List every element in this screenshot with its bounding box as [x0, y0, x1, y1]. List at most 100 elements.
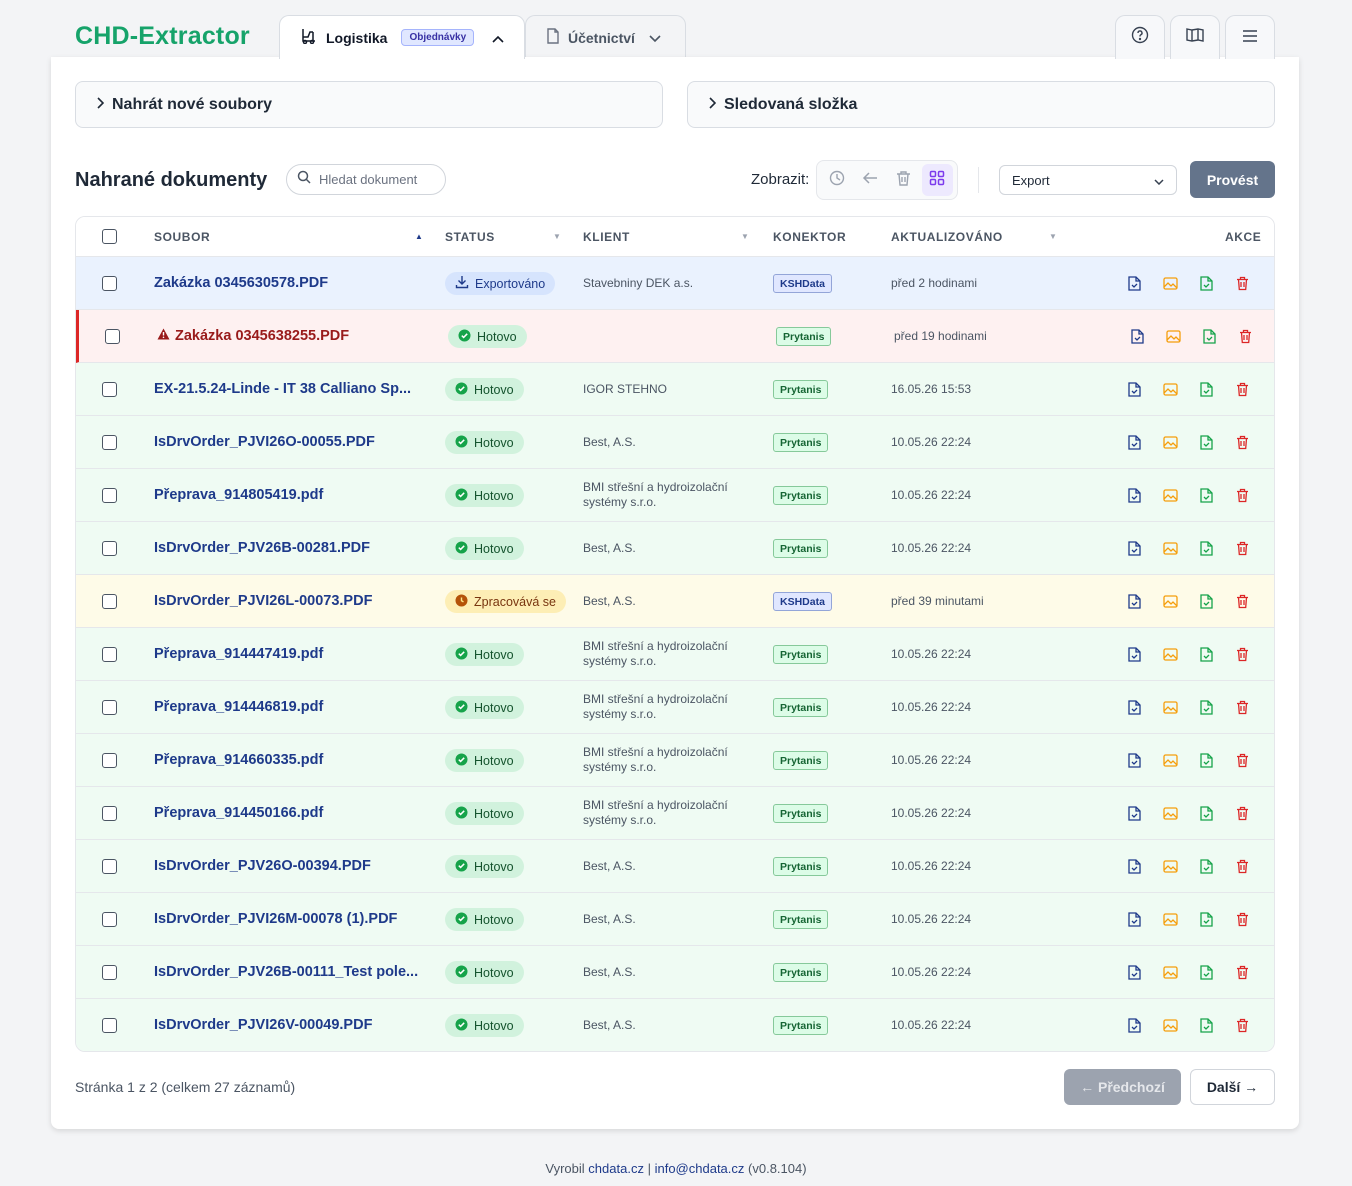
menu-button[interactable]: [1225, 15, 1275, 59]
view-document-icon[interactable]: [1126, 486, 1142, 504]
table-row[interactable]: Zakázka 0345638255.PDF Hotovo Prytanis před…: [76, 310, 1274, 363]
view-document-icon[interactable]: [1129, 327, 1145, 345]
header-file[interactable]: SOUBOR: [154, 230, 211, 244]
row-checkbox[interactable]: [102, 435, 117, 450]
table-row[interactable]: IsDrvOrder_PJVI26M-00078 (1).PDF Hotovo Be…: [76, 893, 1274, 946]
delete-icon[interactable]: [1234, 698, 1250, 716]
image-icon[interactable]: [1162, 751, 1178, 769]
row-checkbox[interactable]: [102, 1018, 117, 1033]
image-icon[interactable]: [1162, 1016, 1178, 1034]
export-document-icon[interactable]: [1198, 698, 1214, 716]
table-row[interactable]: IsDrvOrder_PJV26B-00111_Test pole.... Hot…: [76, 946, 1274, 999]
image-icon[interactable]: [1162, 698, 1178, 716]
search-input[interactable]: [319, 172, 437, 187]
export-document-icon[interactable]: [1201, 327, 1217, 345]
delete-icon[interactable]: [1234, 380, 1250, 398]
tab-ucetnictvi[interactable]: Účetnictví: [525, 15, 686, 59]
row-checkbox[interactable]: [102, 912, 117, 927]
header-client[interactable]: KLIENT: [583, 230, 630, 244]
delete-icon[interactable]: [1234, 433, 1250, 451]
image-icon[interactable]: [1162, 910, 1178, 928]
row-checkbox[interactable]: [102, 647, 117, 662]
export-document-icon[interactable]: [1198, 910, 1214, 928]
view-document-icon[interactable]: [1126, 751, 1142, 769]
view-document-icon[interactable]: [1126, 274, 1142, 292]
delete-icon[interactable]: [1237, 327, 1253, 345]
docs-button[interactable]: [1170, 15, 1220, 59]
view-document-icon[interactable]: [1126, 592, 1142, 610]
delete-icon[interactable]: [1234, 857, 1250, 875]
help-button[interactable]: [1115, 15, 1165, 59]
file-link[interactable]: IsDrvOrder_PJV26B-00111_Test pole....: [154, 964, 419, 980]
row-checkbox[interactable]: [102, 965, 117, 980]
row-checkbox[interactable]: [102, 700, 117, 715]
table-row[interactable]: Přeprava_914450166.pdf Hotovo BMI střešní …: [76, 787, 1274, 840]
table-row[interactable]: IsDrvOrder_PJV26B-00281.PDF Hotovo Best, A…: [76, 522, 1274, 575]
delete-icon[interactable]: [1234, 645, 1250, 663]
image-icon[interactable]: [1162, 645, 1178, 663]
prev-page-button[interactable]: ← Předchozí: [1064, 1069, 1181, 1105]
table-row[interactable]: Zakázka 0345630578.PDF Exportováno Stavebn…: [76, 257, 1274, 310]
delete-icon[interactable]: [1234, 486, 1250, 504]
delete-icon[interactable]: [1234, 592, 1250, 610]
image-icon[interactable]: [1165, 327, 1181, 345]
tab-logistika[interactable]: Logistika Objednávky: [279, 15, 525, 59]
file-link[interactable]: IsDrvOrder_PJVI26L-00073.PDF: [154, 593, 419, 609]
file-link[interactable]: Přeprava_914446819.pdf: [154, 699, 419, 715]
view-document-icon[interactable]: [1126, 804, 1142, 822]
view-document-icon[interactable]: [1126, 910, 1142, 928]
header-status[interactable]: STATUS: [445, 230, 495, 244]
image-icon[interactable]: [1162, 592, 1178, 610]
view-document-icon[interactable]: [1126, 645, 1142, 663]
delete-icon[interactable]: [1234, 963, 1250, 981]
row-checkbox[interactable]: [102, 594, 117, 609]
footer-site-link[interactable]: chdata.cz: [588, 1161, 644, 1176]
file-link[interactable]: Zakázka 0345638255.PDF: [157, 328, 422, 344]
file-link[interactable]: IsDrvOrder_PJV26O-00394.PDF: [154, 858, 419, 874]
view-trash-button[interactable]: [888, 164, 920, 196]
view-document-icon[interactable]: [1126, 380, 1142, 398]
view-document-icon[interactable]: [1126, 1016, 1142, 1034]
file-link[interactable]: IsDrvOrder_PJV26B-00281.PDF: [154, 540, 419, 556]
row-checkbox[interactable]: [102, 859, 117, 874]
view-grid-button[interactable]: [921, 164, 953, 196]
table-row[interactable]: IsDrvOrder_PJVI26V-00049.PDF Hotovo Best, …: [76, 999, 1274, 1051]
image-icon[interactable]: [1162, 486, 1178, 504]
delete-icon[interactable]: [1234, 274, 1250, 292]
table-row[interactable]: Přeprava_914447419.pdf Hotovo BMI střešní …: [76, 628, 1274, 681]
footer-email-link[interactable]: info@chdata.cz: [654, 1161, 745, 1176]
run-button[interactable]: Provést: [1190, 161, 1275, 198]
export-select[interactable]: Export: [999, 165, 1177, 195]
export-document-icon[interactable]: [1198, 804, 1214, 822]
view-document-icon[interactable]: [1126, 539, 1142, 557]
delete-icon[interactable]: [1234, 539, 1250, 557]
file-link[interactable]: Přeprava_914450166.pdf: [154, 805, 419, 821]
row-checkbox[interactable]: [102, 382, 117, 397]
delete-icon[interactable]: [1234, 804, 1250, 822]
export-document-icon[interactable]: [1198, 274, 1214, 292]
file-link[interactable]: IsDrvOrder_PJVI26M-00078 (1).PDF: [154, 911, 419, 927]
export-document-icon[interactable]: [1198, 380, 1214, 398]
table-row[interactable]: IsDrvOrder_PJVI26O-00055.PDF Hotovo Best, …: [76, 416, 1274, 469]
export-document-icon[interactable]: [1198, 433, 1214, 451]
upload-accordion[interactable]: Nahrát nové soubory: [75, 81, 663, 128]
header-updated[interactable]: AKTUALIZOVÁNO: [891, 230, 1003, 244]
export-document-icon[interactable]: [1198, 1016, 1214, 1034]
file-link[interactable]: Přeprava_914660335.pdf: [154, 752, 419, 768]
table-row[interactable]: Přeprava_914660335.pdf Hotovo BMI střešní …: [76, 734, 1274, 787]
select-all-checkbox[interactable]: [102, 229, 117, 244]
export-document-icon[interactable]: [1198, 486, 1214, 504]
image-icon[interactable]: [1162, 857, 1178, 875]
table-row[interactable]: IsDrvOrder_PJVI26L-00073.PDF Zpracovává s…: [76, 575, 1274, 628]
view-document-icon[interactable]: [1126, 698, 1142, 716]
view-recent-button[interactable]: [821, 164, 853, 196]
table-row[interactable]: Přeprava_914805419.pdf Hotovo BMI střešní …: [76, 469, 1274, 522]
row-checkbox[interactable]: [102, 541, 117, 556]
image-icon[interactable]: [1162, 539, 1178, 557]
file-link[interactable]: Přeprava_914805419.pdf: [154, 487, 419, 503]
export-document-icon[interactable]: [1198, 857, 1214, 875]
export-document-icon[interactable]: [1198, 963, 1214, 981]
export-document-icon[interactable]: [1198, 539, 1214, 557]
next-page-button[interactable]: Další →: [1190, 1069, 1275, 1105]
file-link[interactable]: Zakázka 0345630578.PDF: [154, 275, 419, 291]
